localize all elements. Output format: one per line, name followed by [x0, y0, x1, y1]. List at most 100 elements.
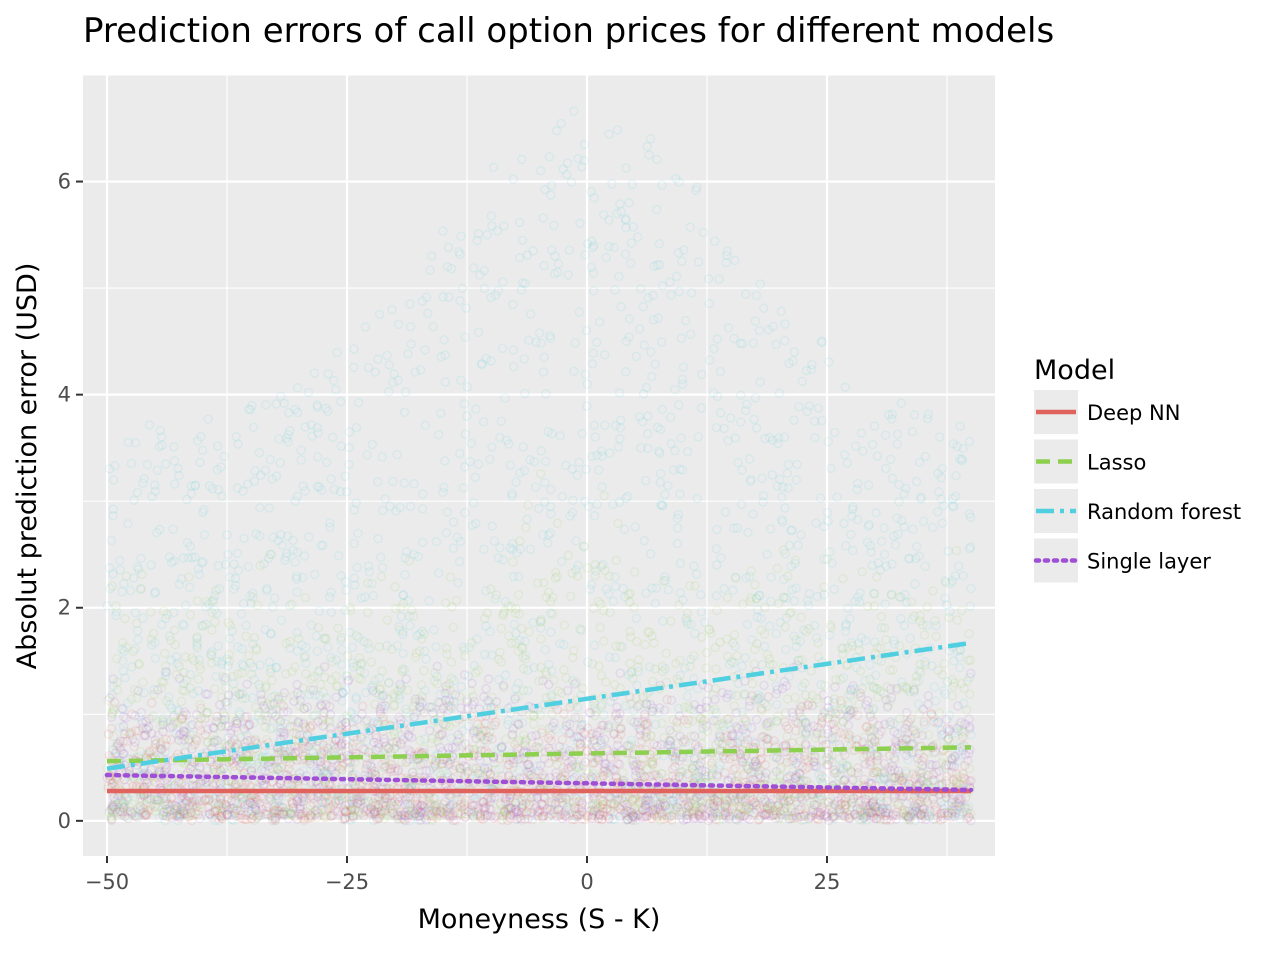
scatter-point	[788, 811, 798, 821]
scatter-point	[108, 674, 119, 684]
scatter-point	[630, 770, 641, 781]
scatter-point	[421, 766, 432, 776]
scatter-point	[337, 738, 347, 748]
scatter-point	[751, 800, 762, 810]
scatter-point	[777, 683, 788, 694]
scatter-point	[836, 793, 847, 803]
scatter-point	[507, 729, 518, 740]
scatter-point	[486, 811, 496, 821]
scatter-point	[460, 739, 471, 749]
scatter-point	[505, 809, 516, 820]
scatter-point	[600, 759, 611, 769]
scatter-point	[557, 793, 568, 803]
scatter-point	[567, 756, 577, 766]
scatter-point	[140, 730, 151, 740]
scatter-point	[256, 689, 266, 700]
scatter-point	[338, 804, 349, 814]
scatter-point	[609, 728, 619, 739]
scatter-point	[797, 794, 808, 805]
scatter-point	[790, 770, 801, 781]
scatter-point	[746, 722, 757, 733]
scatter-point	[930, 747, 940, 757]
scatter-point	[187, 719, 198, 730]
scatter-point	[946, 798, 957, 808]
scatter-point	[401, 674, 412, 684]
scatter-point	[520, 740, 530, 751]
scatter-point	[726, 730, 737, 741]
scatter-point	[118, 712, 129, 722]
scatter-point	[819, 811, 830, 821]
scatter-point	[874, 729, 884, 740]
scatter-point	[279, 688, 290, 698]
scatter-point	[801, 776, 812, 786]
scatter-point	[965, 668, 976, 679]
scatter-point	[292, 679, 302, 690]
scatter-point	[543, 679, 554, 690]
scatter-point	[436, 730, 447, 740]
scatter-point	[316, 700, 326, 710]
scatter-point	[838, 810, 848, 821]
scatter-point	[219, 803, 229, 813]
scatter-point	[403, 730, 414, 740]
scatter-point	[302, 730, 313, 741]
scatter-point	[779, 676, 790, 687]
scatter-point	[202, 689, 213, 699]
scatter-point	[800, 738, 811, 749]
scatter-point	[275, 716, 285, 727]
scatter-point	[585, 708, 596, 718]
scatter-point	[357, 709, 367, 719]
scatter-point	[483, 695, 493, 706]
scatter-point	[917, 730, 928, 741]
scatter-point	[878, 804, 888, 815]
scatter-point	[186, 808, 196, 818]
scatter-point	[727, 773, 737, 783]
scatter-point	[460, 812, 470, 822]
scatter-point	[286, 807, 296, 818]
scatter-point	[117, 797, 128, 807]
scatter-point	[861, 803, 872, 814]
scatter-point	[526, 807, 537, 818]
scatter-point	[184, 801, 195, 811]
scatter-point	[551, 768, 561, 778]
scatter-point	[273, 694, 283, 705]
scatter-point	[250, 799, 260, 810]
scatter-point	[547, 721, 558, 732]
scatter-point	[809, 757, 819, 767]
scatter-point	[282, 707, 293, 717]
scatter-point	[459, 670, 470, 680]
scatter-point	[817, 712, 828, 723]
scatter-point	[828, 812, 838, 822]
scatter-point	[478, 802, 489, 813]
scatter-point	[445, 800, 455, 811]
scatter-point	[819, 806, 830, 817]
scatter-point	[605, 806, 616, 816]
scatter-point	[479, 763, 490, 774]
scatter-point	[621, 805, 632, 816]
scatter-point	[822, 724, 833, 735]
scatter-point	[614, 759, 625, 770]
scatter-point	[380, 792, 390, 803]
scatter-point	[678, 792, 688, 803]
scatter-point	[963, 812, 974, 822]
scatter-point	[489, 792, 500, 803]
scatter-point	[667, 751, 678, 761]
scatter-point	[228, 803, 238, 813]
scatter-point	[714, 731, 725, 741]
scatter-point	[337, 720, 347, 730]
scatter-point	[413, 804, 423, 815]
scatter-point	[271, 813, 281, 823]
scatter-point	[270, 815, 281, 826]
scatter-point	[684, 807, 695, 817]
scatter-point	[906, 809, 916, 820]
scatter-point	[313, 716, 323, 727]
scatter-point	[693, 744, 703, 754]
scatter-point	[761, 768, 771, 778]
scatter-point	[179, 735, 189, 745]
scatter-point	[200, 689, 211, 699]
scatter-point	[468, 811, 479, 821]
scatter-point	[246, 793, 257, 803]
scatter-point	[112, 807, 122, 817]
scatter-point	[914, 804, 924, 815]
scatter-point	[580, 728, 590, 739]
scatter-point	[386, 779, 397, 790]
